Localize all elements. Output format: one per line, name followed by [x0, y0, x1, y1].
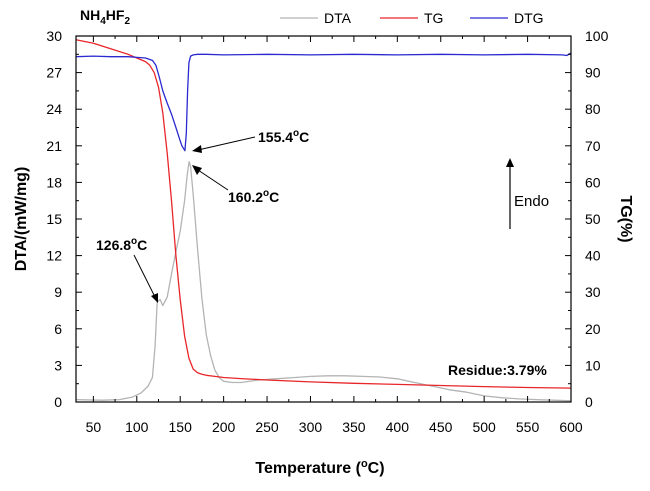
y-right-tick-label-20: 20 — [585, 321, 601, 337]
y-left-tick-label-24: 24 — [46, 101, 62, 117]
y-left-tick-label-3: 3 — [54, 357, 62, 373]
title-part-b: HF — [106, 7, 125, 23]
y-left-axis-title: DTA/(mW/mg) — [13, 167, 30, 272]
endo-arrowhead — [506, 158, 514, 167]
x-title-post: C) — [368, 460, 385, 477]
series-group — [75, 39, 572, 402]
anno-155-label: 155.4oC — [258, 128, 309, 145]
title-sub-2: 2 — [124, 16, 130, 27]
axes-group: 50 100 150 200 250 300 350 400 450 500 550 60003691… — [46, 28, 608, 435]
anno-126-label: 126.8oC — [96, 236, 147, 253]
legend: DTA TG DTG — [280, 10, 544, 26]
y-left-tick-label-15: 15 — [46, 211, 62, 227]
residue-label: Residue:3.79% — [448, 362, 547, 378]
y-right-tick-label-0: 0 — [585, 394, 593, 410]
x-tick-label-100: 100 — [125, 419, 149, 435]
anno-arrowhead-160 — [192, 165, 202, 175]
y-left-tick-label-12: 12 — [46, 248, 62, 264]
x-tick-label-350: 350 — [342, 419, 366, 435]
y-right-tick-label-30: 30 — [585, 284, 601, 300]
x-tick-label-500: 500 — [472, 419, 496, 435]
y-left-tick-label-0: 0 — [54, 394, 62, 410]
y-right-tick-label-70: 70 — [585, 138, 601, 154]
anno-arrow-160 — [197, 169, 229, 191]
y-right-tick-label-40: 40 — [585, 248, 601, 264]
anno-160-label: 160.2oC — [228, 188, 279, 205]
chart-title: NH4HF2 — [80, 7, 130, 27]
y-left-tick-label-6: 6 — [54, 321, 62, 337]
series-line-dtg — [75, 52, 572, 152]
series-line-dta — [75, 161, 572, 402]
plot-frame — [75, 35, 572, 403]
x-tick-label-150: 150 — [169, 419, 193, 435]
title-part-a: NH — [80, 7, 100, 23]
y-right-tick-label-80: 80 — [585, 101, 601, 117]
y-right-tick-label-50: 50 — [585, 211, 601, 227]
y-left-tick-label-18: 18 — [46, 174, 62, 190]
x-title-sup: o — [361, 458, 368, 470]
x-title-pre: Temperature ( — [255, 460, 361, 477]
legend-label-dta: DTA — [324, 10, 352, 26]
y-left-tick-label-27: 27 — [46, 65, 62, 81]
x-tick-label-400: 400 — [386, 419, 410, 435]
series-line-tg — [75, 39, 572, 389]
endo-label: Endo — [514, 193, 549, 210]
anno-arrowhead-126 — [151, 293, 158, 303]
y-right-tick-label-90: 90 — [585, 65, 601, 81]
x-tick-label-550: 550 — [516, 419, 540, 435]
legend-label-tg: TG — [424, 10, 443, 26]
anno-arrow-155 — [197, 136, 256, 151]
y-left-tick-label-21: 21 — [46, 138, 62, 154]
anno-arrowhead-155 — [192, 145, 202, 153]
y-right-tick-label-100: 100 — [585, 28, 609, 44]
y-right-tick-label-60: 60 — [585, 174, 601, 190]
anno-arrow-126 — [133, 254, 156, 298]
y-left-tick-label-9: 9 — [54, 284, 62, 300]
x-tick-label-300: 300 — [299, 419, 323, 435]
title-sub-1: 4 — [100, 16, 106, 27]
legend-label-dtg: DTG — [514, 10, 544, 26]
x-tick-label-600: 600 — [559, 419, 583, 435]
x-tick-label-50: 50 — [86, 419, 102, 435]
y-right-tick-label-10: 10 — [585, 357, 601, 373]
y-right-axis-title: TG(%) — [617, 195, 634, 242]
x-tick-label-450: 450 — [429, 419, 453, 435]
x-tick-label-200: 200 — [212, 419, 236, 435]
annotations: 155.4oC 160.2oC 126.8oC Endo Residue:3.7… — [96, 128, 549, 378]
y-left-tick-label-30: 30 — [46, 28, 62, 44]
x-axis-title: Temperature (oC) — [255, 458, 384, 477]
x-tick-label-250: 250 — [255, 419, 279, 435]
